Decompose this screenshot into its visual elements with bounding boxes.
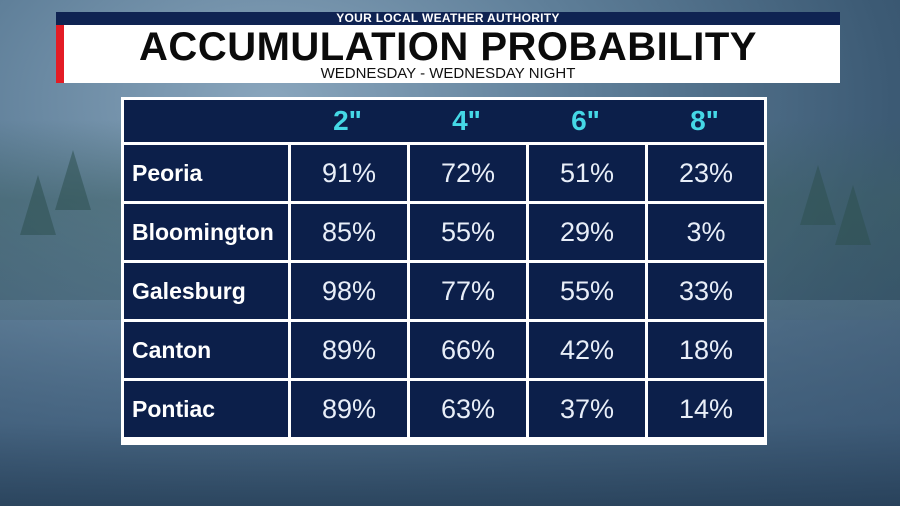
- title-banner: YOUR LOCAL WEATHER AUTHORITY ACCUMULATIO…: [56, 12, 840, 83]
- accent-bar: [56, 25, 64, 83]
- row-label: Bloomington: [124, 204, 288, 260]
- probability-value: 85%: [291, 204, 407, 260]
- probability-value: 89%: [291, 322, 407, 378]
- tagline-strip: YOUR LOCAL WEATHER AUTHORITY: [56, 12, 840, 25]
- probability-value: 23%: [648, 145, 764, 201]
- background-tree: [835, 185, 871, 245]
- probability-value: 55%: [410, 204, 526, 260]
- background-tree: [55, 150, 91, 210]
- probability-value: 51%: [529, 145, 645, 201]
- probability-value: 42%: [529, 322, 645, 378]
- probability-value: 91%: [291, 145, 407, 201]
- probability-value: 37%: [529, 381, 645, 437]
- background-tree: [20, 175, 56, 235]
- probability-value: 29%: [529, 204, 645, 260]
- row-label: Peoria: [124, 145, 288, 201]
- page-title: ACCUMULATION PROBABILITY: [139, 25, 757, 69]
- probability-value: 18%: [648, 322, 764, 378]
- title-panel: [56, 25, 840, 83]
- page-subtitle: WEDNESDAY - WEDNESDAY NIGHT: [320, 65, 576, 82]
- probability-value: 98%: [291, 263, 407, 319]
- table-corner-cell: [124, 100, 288, 142]
- probability-value: 33%: [648, 263, 764, 319]
- probability-value: 3%: [648, 204, 764, 260]
- column-header: 2": [288, 100, 407, 142]
- probability-value: 72%: [410, 145, 526, 201]
- probability-value: 63%: [410, 381, 526, 437]
- column-header: 4": [407, 100, 526, 142]
- probability-value: 66%: [410, 322, 526, 378]
- background-tree: [800, 165, 836, 225]
- probability-value: 77%: [410, 263, 526, 319]
- row-label: Pontiac: [124, 381, 288, 437]
- probability-value: 89%: [291, 381, 407, 437]
- row-label: Canton: [124, 322, 288, 378]
- column-header: 8": [645, 100, 764, 142]
- probability-table: 2" 4" 6" 8" Peoria 91% 72% 51% 23% Bloomington 85%…: [121, 97, 767, 445]
- probability-value: 55%: [529, 263, 645, 319]
- column-header: 6": [526, 100, 645, 142]
- row-label: Galesburg: [124, 263, 288, 319]
- probability-value: 14%: [648, 381, 764, 437]
